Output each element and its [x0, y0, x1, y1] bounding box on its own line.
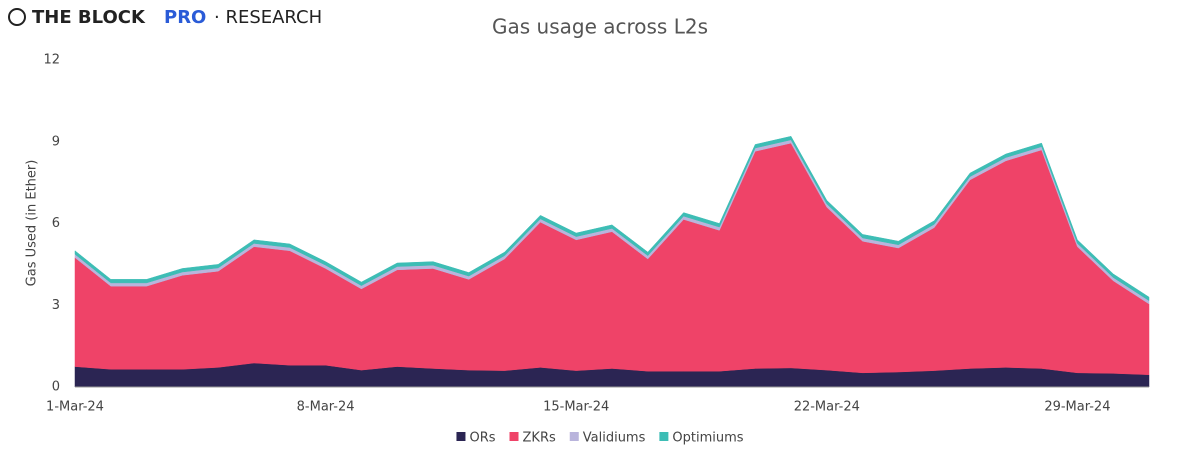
- legend-label: ZKRs: [523, 431, 556, 446]
- y-tick-label: 9: [52, 134, 60, 149]
- area: [74, 136, 1150, 302]
- legend-item: ZKRs: [509, 431, 556, 446]
- legend-swatch: [456, 432, 466, 441]
- x-tick-label: 29-Mar-24: [1044, 400, 1110, 415]
- y-tick-label: 12: [43, 53, 60, 68]
- y-tick-label: 3: [52, 298, 60, 313]
- logo-brand: THE BLOCK: [32, 7, 146, 28]
- legend-item: ORs: [456, 431, 496, 446]
- y-tick-label: 6: [52, 216, 60, 231]
- x-tick-label: 8-Mar-24: [297, 400, 355, 415]
- legend: ORs ZKRs Validiums Optimiums: [456, 431, 744, 446]
- legend-item: Validiums: [569, 431, 646, 446]
- x-tick-label: 22-Mar-24: [794, 400, 860, 415]
- legend-swatch: [569, 432, 579, 441]
- logo-section: · RESEARCH: [214, 7, 322, 28]
- legend-label: ORs: [469, 431, 495, 446]
- logo-icon: [8, 8, 26, 26]
- x-tick-label: 1-Mar-24: [46, 400, 104, 415]
- logo-pro: PRO: [164, 7, 206, 28]
- chart-title: Gas usage across L2s: [492, 15, 708, 39]
- legend-item: Optimiums: [659, 431, 744, 446]
- legend-swatch: [659, 432, 669, 441]
- y-axis-label: Gas Used (in Ether): [25, 160, 40, 287]
- legend-swatch: [509, 432, 519, 441]
- legend-label: Optimiums: [672, 431, 743, 446]
- logo: THE BLOCK PRO · RESEARCH: [8, 7, 322, 28]
- legend-label: Validiums: [583, 431, 646, 446]
- y-tick-label: 0: [52, 380, 60, 395]
- x-tick-label: 15-Mar-24: [543, 400, 609, 415]
